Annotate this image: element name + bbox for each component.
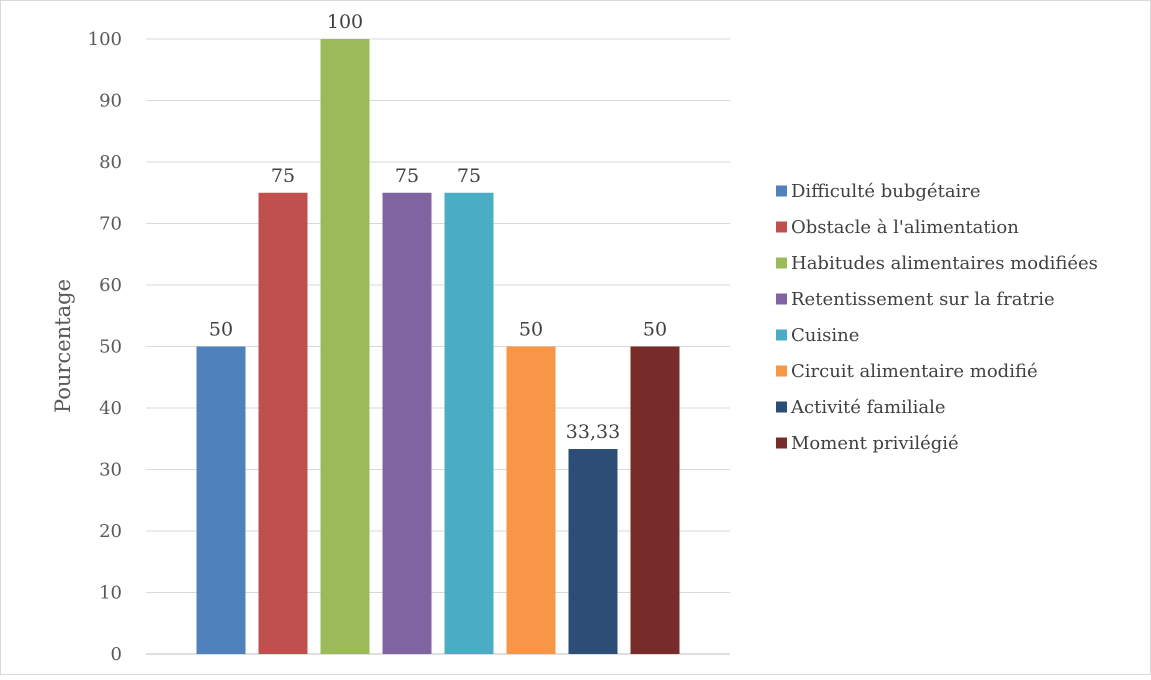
data-labels: 50 75 100 75 75 50 33,33 50 — [209, 11, 667, 443]
legend-item: Activité familiale — [776, 397, 945, 418]
legend-item: Cuisine — [776, 325, 859, 346]
legend-item: Habitudes alimentaires modifiées — [776, 253, 1098, 274]
legend-swatch — [776, 221, 787, 233]
y-axis-ticks: 0 10 20 30 40 50 60 70 80 90 100 — [88, 29, 122, 665]
bar — [444, 192, 494, 654]
data-label: 75 — [271, 165, 295, 187]
y-tick-label: 90 — [99, 91, 122, 112]
y-tick-label: 30 — [99, 460, 122, 481]
legend-swatch — [776, 329, 787, 341]
bar — [382, 192, 432, 654]
y-tick-label: 0 — [111, 644, 122, 665]
legend-label: Moment privilégié — [791, 433, 959, 454]
legend-label: Habitudes alimentaires modifiées — [791, 253, 1098, 274]
y-tick-label: 50 — [99, 337, 122, 358]
bar — [630, 346, 680, 654]
legend-swatch — [776, 365, 787, 377]
legend-label: Retentissement sur la fratrie — [791, 289, 1055, 310]
bar — [568, 449, 618, 654]
data-label: 50 — [519, 319, 543, 341]
data-label: 75 — [395, 165, 419, 187]
legend-item: Obstacle à l'alimentation — [776, 217, 1019, 238]
legend-item: Retentissement sur la fratrie — [776, 289, 1055, 310]
y-tick-label: 20 — [99, 521, 122, 542]
legend-swatch — [776, 437, 787, 449]
data-label: 100 — [327, 11, 363, 33]
data-label: 50 — [643, 319, 667, 341]
bars — [196, 39, 680, 654]
legend-item: Difficulté bubgétaire — [776, 181, 981, 202]
legend-label: Circuit alimentaire modifié — [791, 361, 1038, 382]
legend-swatch — [776, 293, 787, 305]
y-axis-label: Pourcentage — [51, 279, 75, 413]
y-tick-label: 80 — [99, 152, 122, 173]
legend: Difficulté bubgétaire Obstacle à l'alimen… — [776, 181, 1098, 454]
legend-swatch — [776, 401, 787, 413]
bar — [196, 346, 246, 654]
data-label: 75 — [457, 165, 481, 187]
y-tick-label: 40 — [99, 398, 122, 419]
legend-item: Moment privilégié — [776, 433, 959, 454]
bar — [320, 39, 370, 654]
y-tick-label: 100 — [88, 29, 122, 50]
legend-item: Circuit alimentaire modifié — [776, 361, 1038, 382]
bar — [506, 346, 556, 654]
legend-label: Obstacle à l'alimentation — [791, 217, 1019, 238]
y-tick-label: 60 — [99, 275, 122, 296]
legend-label: Activité familiale — [790, 397, 945, 418]
y-tick-label: 10 — [99, 583, 122, 604]
y-tick-label: 70 — [99, 214, 122, 235]
legend-swatch — [776, 185, 787, 197]
legend-swatch — [776, 257, 787, 269]
legend-label: Difficulté bubgétaire — [791, 181, 981, 202]
data-label: 50 — [209, 319, 233, 341]
data-label: 33,33 — [566, 421, 620, 443]
legend-label: Cuisine — [791, 325, 859, 346]
bar — [258, 192, 308, 654]
